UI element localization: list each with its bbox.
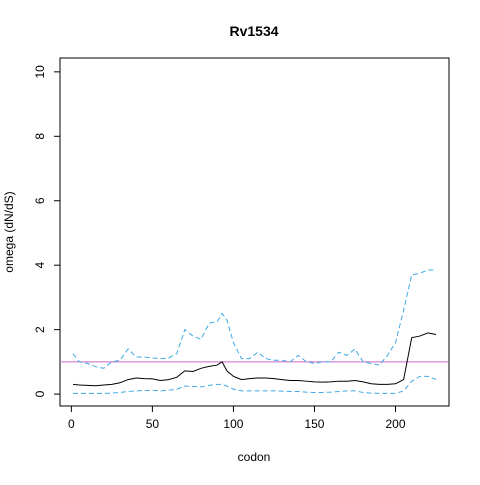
x-tick-label: 150 (304, 417, 324, 431)
y-tick-label: 2 (33, 326, 47, 333)
y-tick-label: 4 (33, 262, 47, 269)
series-line (72, 332, 437, 387)
x-axis-label: codon (238, 450, 271, 464)
y-tick-label: 10 (33, 65, 47, 79)
x-tick-label: 0 (68, 417, 75, 431)
plot-frame (59, 57, 450, 407)
x-tick-label: 100 (223, 417, 243, 431)
y-axis-label: omega (dN/dS) (2, 191, 16, 272)
series-line (72, 375, 437, 394)
x-tick-label: 200 (385, 417, 405, 431)
y-tick-label: 6 (33, 197, 47, 204)
y-tick-label: 8 (33, 133, 47, 140)
x-tick-label: 50 (146, 417, 160, 431)
chart-title: Rv1534 (229, 23, 278, 39)
series-line (72, 269, 437, 369)
y-tick-label: 0 (33, 390, 47, 397)
